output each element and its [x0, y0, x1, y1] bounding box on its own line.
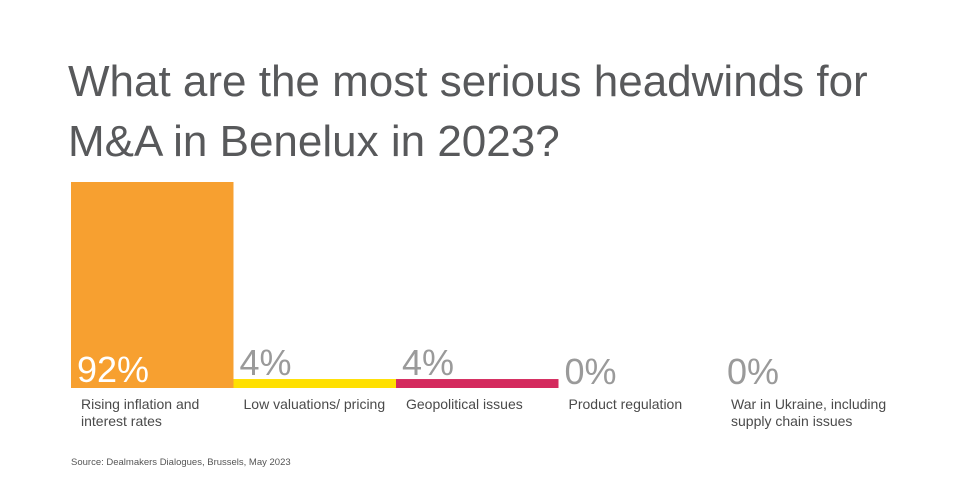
- chart-title: What are the most serious headwinds for …: [68, 57, 868, 166]
- bar: [71, 182, 234, 388]
- category-label: War in Ukraine, including supply chain i…: [731, 396, 887, 429]
- category-label: Product regulation: [568, 396, 683, 412]
- value-label: 92%: [77, 349, 150, 390]
- source-note: Source: Dealmakers Dialogues, Brussels, …: [71, 457, 291, 468]
- bar: [233, 379, 396, 388]
- value-label: 0%: [564, 351, 617, 392]
- value-label: 0%: [727, 351, 780, 392]
- category-label: Low valuations/ pricing: [243, 396, 386, 412]
- value-label: 4%: [402, 342, 455, 384]
- category-label: Geopolitical issues: [406, 396, 523, 412]
- category-label: Rising inflation and interest rates: [81, 396, 200, 429]
- bar: [396, 379, 559, 388]
- value-label: 4%: [239, 342, 292, 384]
